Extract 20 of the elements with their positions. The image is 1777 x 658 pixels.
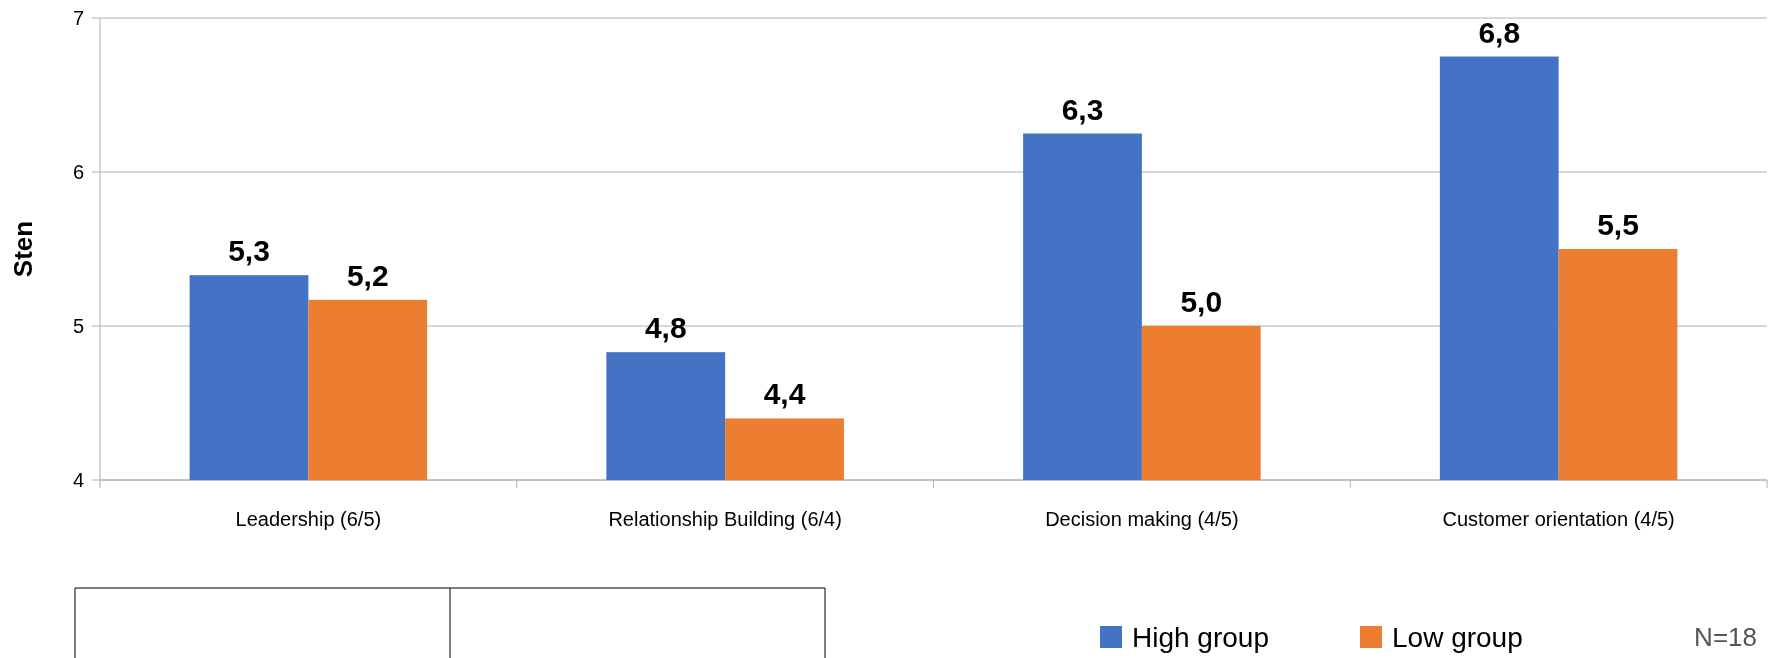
data-label: 6,3 — [1061, 92, 1104, 126]
y-tick-label: 6 — [72, 161, 84, 183]
x-tick-label: Leadership (6/5) — [235, 508, 382, 530]
x-tick-label: Decision making (4/5) — [1045, 508, 1239, 530]
data-label: 4,8 — [644, 311, 687, 345]
y-axis-title: Sten — [8, 220, 38, 278]
data-label: 6,8 — [1478, 15, 1521, 49]
x-tick-label: Relationship Building (6/4) — [608, 508, 842, 530]
y-tick-label: 7 — [72, 7, 84, 29]
data-label: 5,5 — [1597, 208, 1639, 241]
y-tick-label: 5 — [72, 315, 84, 337]
legend-label: Low group — [1392, 621, 1523, 653]
y-tick-label: 4 — [72, 469, 84, 491]
legend-label: High group — [1132, 621, 1269, 653]
x-tick-label: Customer orientation (4/5) — [1442, 508, 1675, 530]
data-label: 5,3 — [228, 234, 270, 268]
data-label: 5,0 — [1180, 285, 1223, 318]
data-label: 5,2 — [346, 258, 389, 292]
text: N=18 — [1694, 622, 1757, 653]
data-label: 4,4 — [763, 377, 806, 411]
